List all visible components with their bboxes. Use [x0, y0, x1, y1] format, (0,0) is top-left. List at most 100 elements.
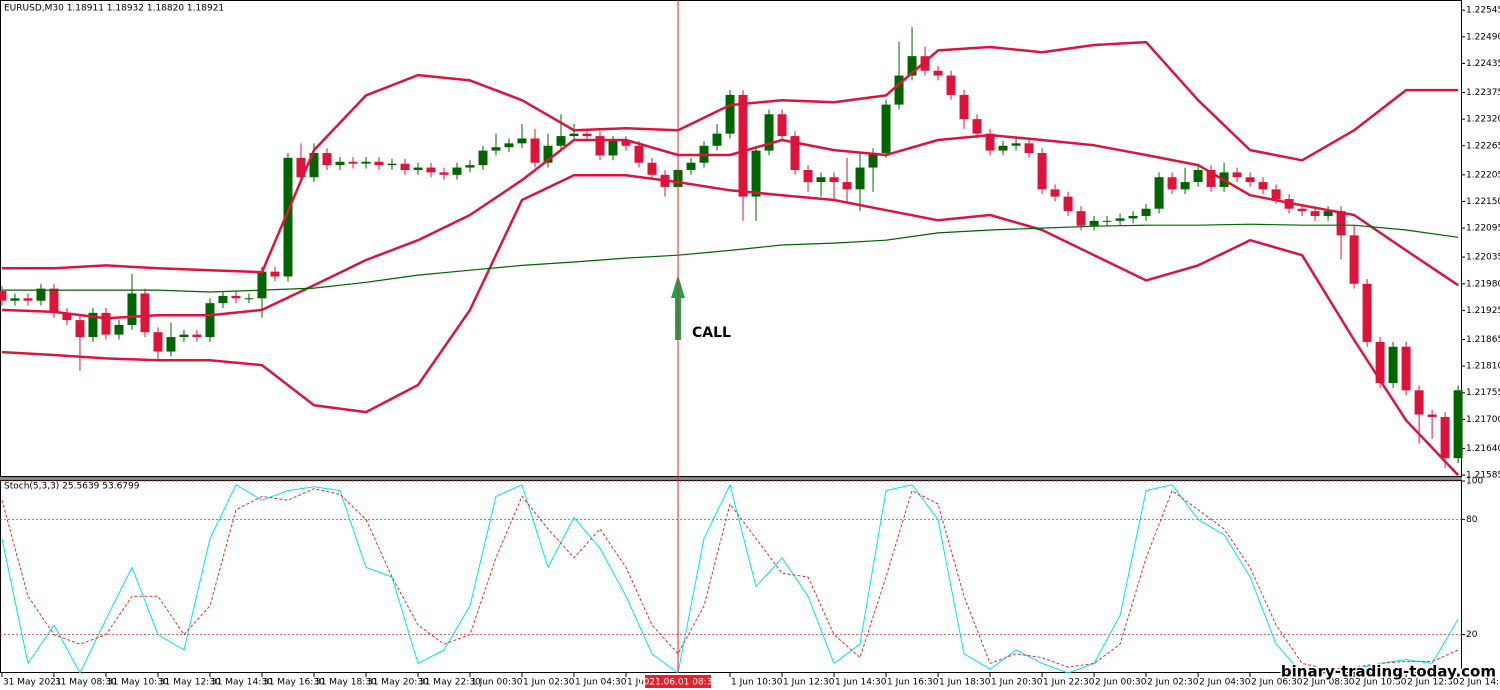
candle-body	[1076, 211, 1086, 226]
line-series	[1, 174, 1460, 476]
candle-body	[1141, 208, 1151, 216]
x-tick-label: 2 Jun 08:30	[1303, 678, 1355, 688]
candle-body	[140, 293, 150, 333]
candle-body	[1115, 218, 1125, 221]
indicator-title: Stoch(5,3,3) 25.5639 53.6799	[4, 482, 140, 492]
y-tick-label: 1.21755	[1466, 388, 1500, 398]
x-tick-label: 2 Jun 04:30	[1199, 678, 1251, 688]
marker-label-box	[645, 675, 712, 688]
candle-body	[452, 167, 462, 175]
y-tick-label: 80	[1466, 515, 1478, 525]
candle-body	[426, 167, 436, 173]
candle-body	[1414, 390, 1424, 415]
candle-body	[179, 334, 189, 338]
annotation-text: CALL	[692, 325, 731, 341]
line-series	[1, 133, 1459, 320]
candle-body	[1050, 189, 1060, 197]
candle-body	[23, 298, 33, 301]
x-tick-label: 1 Jun 22:30	[1043, 678, 1095, 688]
candle-body	[881, 104, 891, 154]
candle-body	[1232, 172, 1242, 178]
candle-body	[959, 94, 969, 120]
candle-body	[1388, 346, 1398, 384]
x-tick-label: 31 May 22:30	[419, 678, 481, 688]
candle-body	[166, 337, 176, 352]
candle-body	[1154, 177, 1164, 209]
y-tick-label: 1.22265	[1466, 141, 1500, 151]
candle-body	[36, 288, 46, 301]
chart-title: EURUSD,M30 1.18911 1.18932 1.18820 1.189…	[4, 4, 224, 14]
panel-separator	[0, 477, 1462, 480]
x-tick-label: 1 Jun 14:30	[835, 678, 887, 688]
candle-body	[582, 133, 592, 137]
x-tick-label: 31 May 08:30	[55, 678, 117, 688]
y-tick-label: 1.21865	[1466, 335, 1500, 345]
candle-body	[1102, 220, 1112, 222]
candle-body	[205, 303, 215, 338]
candle-body	[335, 161, 345, 166]
candle-body	[348, 161, 358, 164]
candle-body	[49, 288, 59, 313]
marker-label: 2021.06.01 08:30	[638, 678, 719, 688]
candle-body	[75, 320, 85, 338]
candle-body	[1310, 211, 1320, 216]
y-tick-label: 1.21980	[1466, 279, 1500, 289]
candle-body	[62, 312, 72, 321]
candle-body	[257, 271, 267, 299]
candle-body	[1427, 414, 1437, 417]
x-tick-label: 31 May 18:30	[315, 678, 377, 688]
candle-body	[907, 56, 917, 76]
candle-body	[439, 172, 449, 175]
candle-body	[933, 70, 943, 76]
x-tick-label: 1 Jun 20:30	[991, 678, 1043, 688]
candle-body	[1323, 211, 1333, 216]
candle-body	[88, 312, 98, 338]
candle-body	[413, 167, 423, 170]
y-tick-label: 1.22035	[1466, 253, 1500, 263]
candle-body	[985, 133, 995, 151]
candle-body	[868, 153, 878, 168]
candle-body	[1089, 220, 1099, 226]
candle-body	[244, 298, 254, 300]
candle-body	[309, 153, 319, 178]
candle-body	[816, 177, 826, 183]
candle-body	[387, 163, 397, 166]
x-tick-label: 1 Jun 12:30	[783, 678, 835, 688]
candle-body	[322, 153, 332, 166]
candle-body	[400, 163, 410, 170]
candle-body	[894, 75, 904, 105]
candle-body	[296, 157, 306, 178]
x-tick-label: 1 Jun 16:30	[887, 678, 939, 688]
y-tick-label: 1.22375	[1466, 88, 1500, 98]
x-tick-label: 2 Jun 06:30	[1251, 678, 1303, 688]
x-tick-label: 1 Jun 18:30	[939, 678, 991, 688]
candle-body	[634, 145, 644, 163]
y-tick-label: 1.22205	[1466, 170, 1500, 180]
candle-body	[621, 140, 631, 146]
x-tick-label: 31 May 16:30	[263, 678, 325, 688]
x-tick-label: 31 May 20:30	[367, 678, 429, 688]
x-tick-label: 31 May 2021	[3, 678, 62, 688]
candle-body	[1401, 346, 1411, 391]
candle-body	[1180, 182, 1190, 190]
candle-body	[777, 114, 787, 137]
x-tick-label: 31 May 12:30	[159, 678, 221, 688]
candle-body	[504, 143, 514, 148]
candle-body	[1453, 390, 1463, 459]
y-tick-label: 20	[1466, 630, 1478, 640]
candle-body	[1167, 177, 1177, 190]
candle-body	[530, 138, 540, 163]
candle-body	[1375, 341, 1385, 384]
x-tick-label: 1 Jun 02:30	[523, 678, 575, 688]
line-series	[2, 40, 1459, 274]
candle-body	[738, 94, 748, 197]
candle-body	[361, 161, 371, 164]
y-tick-label: 1.22490	[1466, 32, 1500, 42]
candle-body	[1193, 169, 1203, 183]
candle-body	[114, 324, 124, 335]
candle-body	[751, 150, 761, 197]
x-tick-label: 2 Jun 12:30	[1407, 678, 1459, 688]
candle-body	[855, 167, 865, 190]
